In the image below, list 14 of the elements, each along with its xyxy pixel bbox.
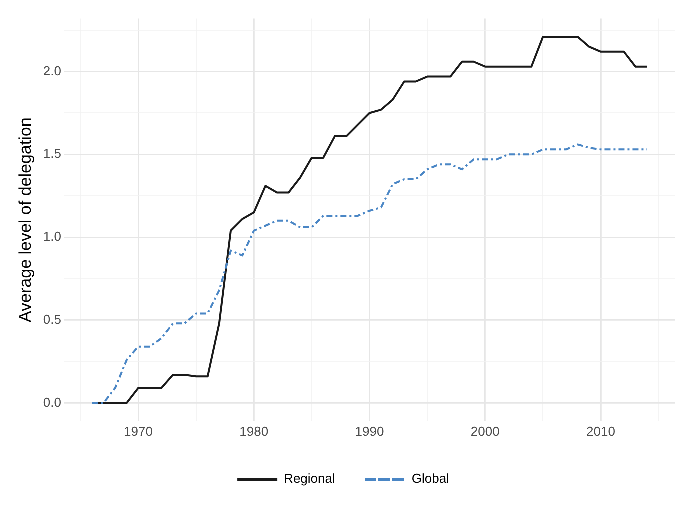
x-tick-label: 2010: [586, 424, 616, 439]
y-tick-label: 0.0: [43, 394, 62, 410]
y-tick-label: 1.0: [43, 229, 62, 244]
x-tick-label: 2000: [470, 424, 500, 439]
legend-label: Global: [412, 471, 450, 486]
x-tick-label: 1970: [124, 424, 153, 439]
y-tick-label: 1.5: [43, 146, 62, 162]
legend-label: Regional: [284, 471, 336, 486]
y-tick-label: 0.5: [43, 312, 62, 327]
x-tick-label: 1990: [355, 424, 384, 439]
y-tick-label: 2.0: [43, 63, 62, 78]
x-tick-label: 1980: [240, 424, 269, 439]
y-axis-title: Average level of delegation: [16, 118, 35, 322]
line-series: [91, 144, 648, 404]
